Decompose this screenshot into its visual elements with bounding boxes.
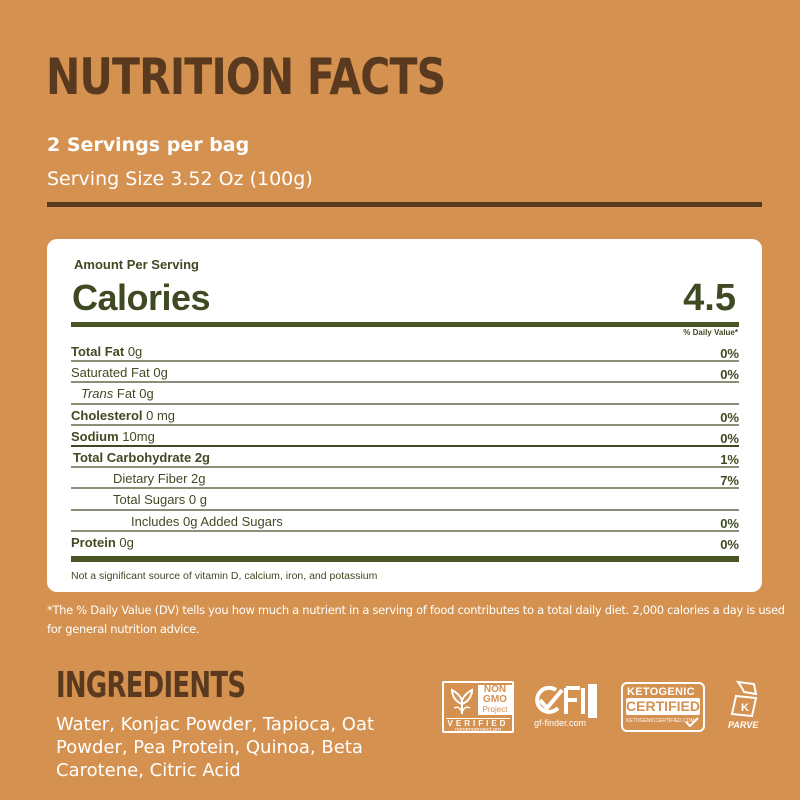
- nutrient-row-total-carbohydrate: Total Carbohydrate 2g 1%: [71, 447, 739, 469]
- nutrient-dv: 0%: [720, 536, 739, 552]
- nutrient-name: Saturated Fat 0g: [71, 365, 168, 381]
- vitamin-footnote: Not a significant source of vitamin D, c…: [71, 570, 378, 582]
- calories-label: Calories: [72, 277, 211, 318]
- nutrient-dv: 0%: [720, 346, 739, 361]
- daily-value-header: % Daily Value*: [683, 328, 738, 337]
- nutrient-name: Cholesterol: [71, 407, 143, 423]
- parve-label: PARVE: [728, 720, 759, 730]
- non-label: NON: [478, 685, 512, 695]
- kosher-k-icon: K: [730, 680, 758, 718]
- nutrient-name: Sodium: [71, 428, 119, 444]
- checkmark-icon: [685, 717, 699, 727]
- nutrient-rows: Total Fat 0g 0% Saturated Fat 0g 0% Tran…: [71, 341, 739, 553]
- nutrient-name: Total Fat: [71, 344, 125, 359]
- calories-divider: [71, 322, 739, 327]
- nutrient-row-sodium: Sodium 10mg 0%: [71, 426, 739, 447]
- non-gmo-verified-badge: NON GMO Project VERIFIED nongmoproject.o…: [442, 681, 514, 733]
- certified-tab: [588, 684, 597, 718]
- nutrient-row-total-fat: Total Fat 0g 0%: [71, 341, 739, 363]
- gmo-label: GMO: [478, 695, 512, 705]
- calories-value: 4.5: [683, 277, 736, 319]
- nutrient-dv: 0%: [720, 515, 739, 531]
- page-title: NUTRITION FACTS: [46, 48, 446, 106]
- nutrient-name: Total Sugars 0 g: [113, 492, 207, 508]
- gf-checkmark-icon: [535, 685, 585, 714]
- ingredients-list: Water, Konjac Powder, Tapioca, Oat Powde…: [56, 714, 375, 781]
- nutrient-dv: 7%: [720, 473, 739, 489]
- gluten-free-certified-badge: gf-finder.com: [532, 684, 602, 734]
- gf-url: gf-finder.com: [534, 718, 587, 728]
- nutrient-amount: 0 mg: [142, 407, 176, 423]
- project-label: Project: [478, 705, 512, 715]
- nutrient-row-added-sugars: Includes 0g Added Sugars 0%: [71, 511, 739, 532]
- nutrient-dv: 0%: [720, 367, 739, 383]
- nutrient-row-cholesterol: Cholesterol 0 mg 0%: [71, 405, 739, 426]
- ketogenic-label: KETOGENIC: [627, 686, 695, 698]
- header-divider: [47, 202, 762, 207]
- nutrition-label-card: Amount Per Serving Calories 4.5 % Daily …: [47, 239, 762, 592]
- nutrient-amount: Fat 0g: [113, 386, 154, 402]
- nongmo-url: nongmoproject.org: [455, 727, 501, 733]
- nutrient-amount: 10mg: [118, 428, 155, 444]
- nutrient-name: Includes 0g Added Sugars: [131, 513, 283, 529]
- nutrient-name: Total Carbohydrate 2g: [73, 449, 211, 465]
- nutrient-row-total-sugars: Total Sugars 0 g: [71, 489, 739, 511]
- serving-size: Serving Size 3.52 Oz (100g): [47, 168, 313, 190]
- keto-url: KETOGENICCERTIFIED.COM: [626, 718, 695, 724]
- nutrient-row-protein: Protein 0g 0%: [71, 532, 739, 553]
- ingredients-title: INGREDIENTS: [56, 665, 246, 706]
- nutrient-row-saturated-fat: Saturated Fat 0g 0%: [71, 362, 739, 384]
- nutrient-dv: 1%: [720, 451, 739, 467]
- ketogenic-certified-badge: KETOGENIC CERTIFIED KETOGENICCERTIFIED.C…: [621, 682, 705, 732]
- nutrient-amount: 0g: [124, 344, 143, 359]
- nutrient-row-trans-fat: Trans Fat 0g: [71, 383, 739, 405]
- kosher-parve-badge: K PARVE: [728, 680, 762, 732]
- servings-per-container: 2 Servings per bag: [47, 134, 250, 156]
- amount-per-serving-label: Amount Per Serving: [74, 257, 199, 272]
- svg-text:K: K: [741, 702, 749, 714]
- nutrient-name: Dietary Fiber 2g: [113, 471, 206, 487]
- nutrient-name: Protein: [71, 534, 116, 550]
- nutrient-name-italic: Trans: [81, 386, 114, 402]
- nutrient-dv: 0%: [720, 409, 739, 425]
- certified-label: CERTIFIED: [626, 698, 700, 715]
- nutrient-dv: 0%: [720, 430, 739, 446]
- butterfly-leaf-icon: [450, 688, 474, 714]
- nutrient-amount: 0g: [115, 534, 134, 550]
- nutrient-row-dietary-fiber: Dietary Fiber 2g 7%: [71, 468, 739, 490]
- verified-label: VERIFIED: [446, 718, 510, 728]
- protein-divider: [71, 556, 739, 562]
- daily-value-note: *The % Daily Value (DV) tells you how mu…: [47, 603, 785, 636]
